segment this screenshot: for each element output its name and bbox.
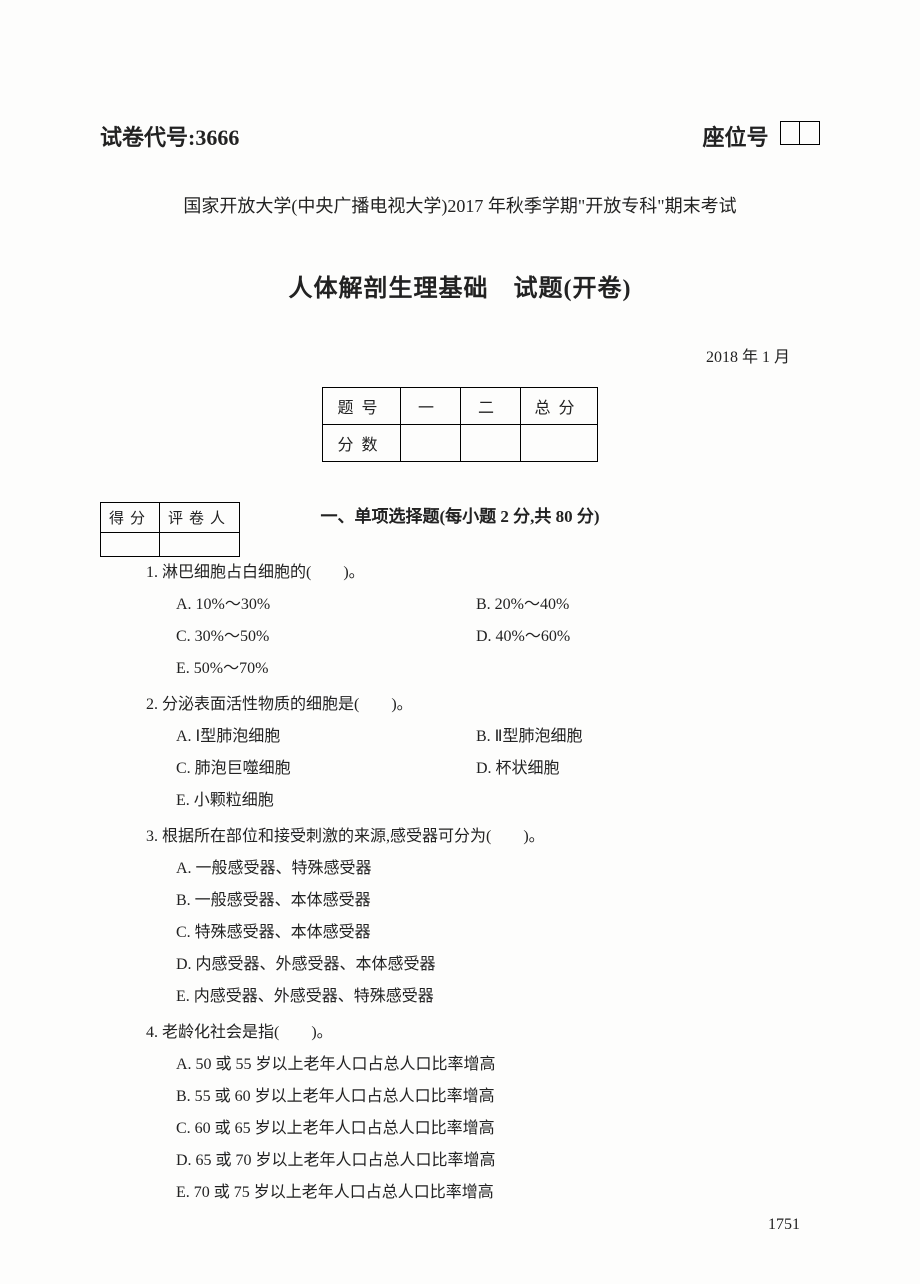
- option-item: A. 50 或 55 岁以上老年人口占总人口比率增高: [176, 1049, 820, 1081]
- option-item: C. 60 或 65 岁以上老年人口占总人口比率增高: [176, 1113, 820, 1145]
- seat-number: 座位号: [702, 120, 820, 152]
- paper-code-label: 试卷代号:: [100, 125, 195, 150]
- question: 1. 淋巴细胞占白细胞的( )。A. 10%～30%C. 30%～50%E. 5…: [150, 557, 820, 685]
- option-item: A. 10%～30%: [176, 589, 476, 621]
- questions-container: 1. 淋巴细胞占白细胞的( )。A. 10%～30%C. 30%～50%E. 5…: [100, 557, 820, 1209]
- options-single: A. 一般感受器、特殊感受器B. 一般感受器、本体感受器C. 特殊感受器、本体感…: [150, 853, 820, 1013]
- options-single: A. 50 或 55 岁以上老年人口占总人口比率增高B. 55 或 60 岁以上…: [150, 1049, 820, 1209]
- option-item: B. 一般感受器、本体感受器: [176, 885, 820, 917]
- option-item: C. 30%～50%: [176, 621, 476, 653]
- options-col-right: B. 20%～40%D. 40%～60%: [476, 589, 820, 685]
- score-cell[interactable]: [520, 425, 597, 462]
- grader-name-cell[interactable]: [160, 533, 240, 557]
- table-row: [101, 533, 240, 557]
- option-item: D. 杯状细胞: [476, 753, 820, 785]
- option-item: B. 20%～40%: [476, 589, 820, 621]
- university-line: 国家开放大学(中央广播电视大学)2017 年秋季学期"开放专科"期末考试: [100, 192, 820, 218]
- question-text: 3. 根据所在部位和接受刺激的来源,感受器可分为( )。: [146, 821, 820, 853]
- score-cell[interactable]: [400, 425, 460, 462]
- score-header-cell: 一: [400, 388, 460, 425]
- paper-code: 试卷代号:3666: [100, 120, 239, 152]
- score-cell: 分数: [323, 425, 400, 462]
- option-item: E. 小颗粒细胞: [176, 785, 476, 817]
- options-col-left: A. 10%～30%C. 30%～50%E. 50%～70%: [176, 589, 476, 685]
- score-header-cell: 二: [460, 388, 520, 425]
- paper-code-value: 3666: [195, 125, 239, 150]
- grader-score-label: 得分: [101, 503, 160, 533]
- option-item: D. 内感受器、外感受器、本体感受器: [176, 949, 820, 981]
- page-number: 1751: [768, 1216, 800, 1234]
- seat-cell[interactable]: [780, 121, 800, 145]
- seat-label: 座位号: [702, 125, 768, 150]
- table-row: 得分 评卷人: [101, 503, 240, 533]
- question-text: 4. 老龄化社会是指( )。: [146, 1017, 820, 1049]
- option-item: C. 特殊感受器、本体感受器: [176, 917, 820, 949]
- score-cell[interactable]: [460, 425, 520, 462]
- option-item: A. Ⅰ型肺泡细胞: [176, 721, 476, 753]
- seat-box: [780, 121, 820, 145]
- grader-score-cell[interactable]: [101, 533, 160, 557]
- option-item: E. 70 或 75 岁以上老年人口占总人口比率增高: [176, 1177, 820, 1209]
- seat-cell[interactable]: [800, 121, 820, 145]
- score-summary-table: 题号 一 二 总分 分数: [322, 387, 597, 462]
- options-row: A. 10%～30%C. 30%～50%E. 50%～70%B. 20%～40%…: [150, 589, 820, 685]
- exam-title: 人体解剖生理基础 试题(开卷): [100, 268, 820, 303]
- question: 4. 老龄化社会是指( )。A. 50 或 55 岁以上老年人口占总人口比率增高…: [150, 1017, 820, 1209]
- options-col-right: B. Ⅱ型肺泡细胞D. 杯状细胞: [476, 721, 820, 817]
- table-row: 分数: [323, 425, 597, 462]
- question-text: 1. 淋巴细胞占白细胞的( )。: [146, 557, 820, 589]
- option-item: B. Ⅱ型肺泡细胞: [476, 721, 820, 753]
- grader-table: 得分 评卷人: [100, 502, 240, 557]
- option-item: A. 一般感受器、特殊感受器: [176, 853, 820, 885]
- options-row: A. Ⅰ型肺泡细胞C. 肺泡巨噬细胞E. 小颗粒细胞B. Ⅱ型肺泡细胞D. 杯状…: [150, 721, 820, 817]
- option-item: B. 55 或 60 岁以上老年人口占总人口比率增高: [176, 1081, 820, 1113]
- options-col-left: A. Ⅰ型肺泡细胞C. 肺泡巨噬细胞E. 小颗粒细胞: [176, 721, 476, 817]
- score-header-cell: 题号: [323, 388, 400, 425]
- option-item: E. 内感受器、外感受器、特殊感受器: [176, 981, 820, 1013]
- header-row: 试卷代号:3666 座位号: [100, 120, 820, 152]
- option-item: E. 50%～70%: [176, 653, 476, 685]
- score-header-cell: 总分: [520, 388, 597, 425]
- date-line: 2018 年 1 月: [100, 343, 820, 367]
- question-text: 2. 分泌表面活性物质的细胞是( )。: [146, 689, 820, 721]
- table-row: 题号 一 二 总分: [323, 388, 597, 425]
- option-item: D. 65 或 70 岁以上老年人口占总人口比率增高: [176, 1145, 820, 1177]
- option-item: C. 肺泡巨噬细胞: [176, 753, 476, 785]
- grader-label: 评卷人: [160, 503, 240, 533]
- question: 3. 根据所在部位和接受刺激的来源,感受器可分为( )。A. 一般感受器、特殊感…: [150, 821, 820, 1013]
- question: 2. 分泌表面活性物质的细胞是( )。A. Ⅰ型肺泡细胞C. 肺泡巨噬细胞E. …: [150, 689, 820, 817]
- option-item: D. 40%～60%: [476, 621, 820, 653]
